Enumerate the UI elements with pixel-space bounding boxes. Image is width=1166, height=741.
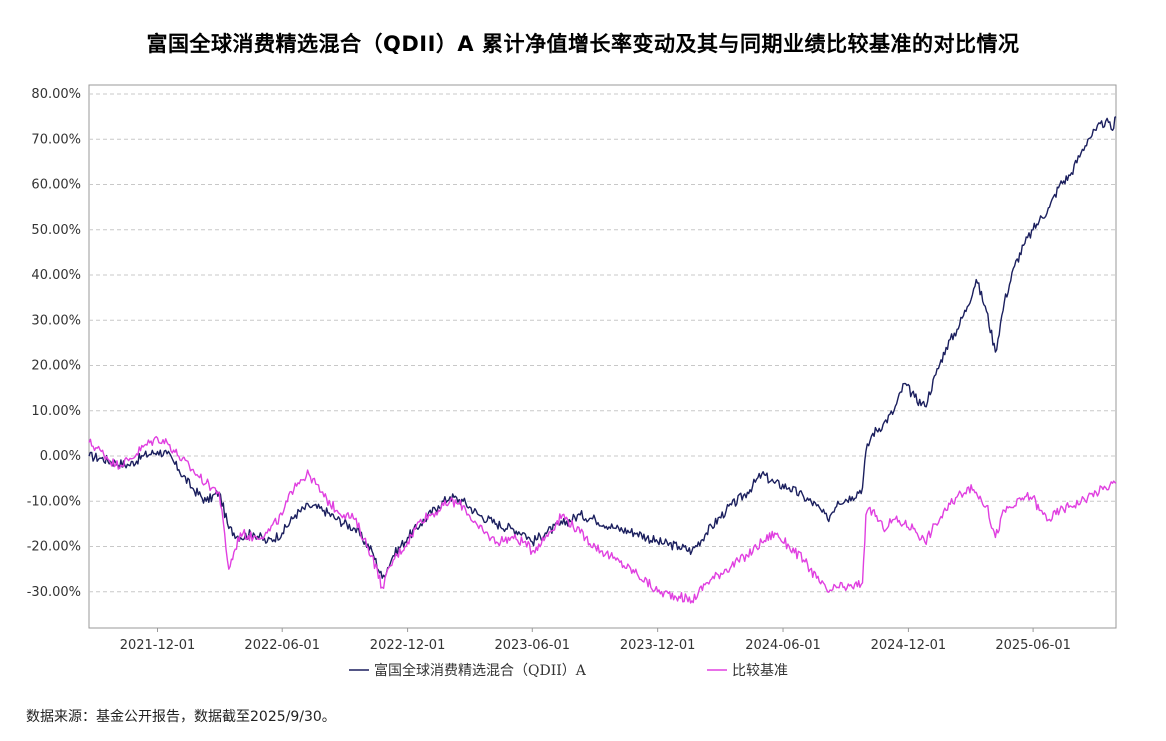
plot-frame [88,84,1117,629]
y-tick-label: 60.00% [31,178,81,193]
grid-lines [89,93,1116,593]
y-tick-label: 20.00% [31,359,81,374]
x-tick-label: 2023-12-01 [620,638,696,653]
y-tick-label: -10.00% [27,494,81,509]
y-axis-ticks: 80.00% 70.00% 60.00% 50.00% 40.00% 30.00% 20.0… [27,87,81,600]
x-axis-ticks: 2021-12-01 2022-06-01 2022-12-01 2023-06-01… [120,628,1071,653]
y-tick-label: 40.00% [31,268,81,283]
series-line-fund [88,116,1117,579]
y-tick-label: 0.00% [40,449,81,464]
x-tick-label: 2021-12-01 [120,638,196,653]
x-tick-label: 2025-06-01 [995,638,1071,653]
y-tick-label: 70.00% [31,132,81,147]
line-chart: 80.00% 70.00% 60.00% 50.00% 40.00% 30.00% 20.0… [27,84,1117,679]
chart-title: 富国全球消费精选混合（QDII）A 累计净值增长率变动及其与同期业绩比较基准的对… [146,32,1020,56]
series-line-benchmark [88,435,1117,604]
x-tick-label: 2023-06-01 [494,638,570,653]
legend-label-benchmark: 比较基准 [732,662,788,679]
x-tick-label: 2024-06-01 [745,638,821,653]
y-tick-label: -20.00% [27,540,81,555]
y-tick-label: 80.00% [31,87,81,102]
x-tick-label: 2022-06-01 [244,638,320,653]
y-tick-label: 30.00% [31,313,81,328]
series-lines [88,116,1117,604]
legend-label-fund: 富国全球消费精选混合（QDII）A [374,662,587,679]
y-tick-label: 10.00% [31,404,81,419]
source-note: 数据来源：基金公开报告，数据截至2025/9/30。 [26,709,336,725]
legend: 富国全球消费精选混合（QDII）A 比较基准 [349,662,788,679]
y-tick-label: -30.00% [27,585,81,600]
y-tick-label: 50.00% [31,223,81,238]
x-tick-label: 2024-12-01 [871,638,947,653]
x-tick-label: 2022-12-01 [370,638,446,653]
